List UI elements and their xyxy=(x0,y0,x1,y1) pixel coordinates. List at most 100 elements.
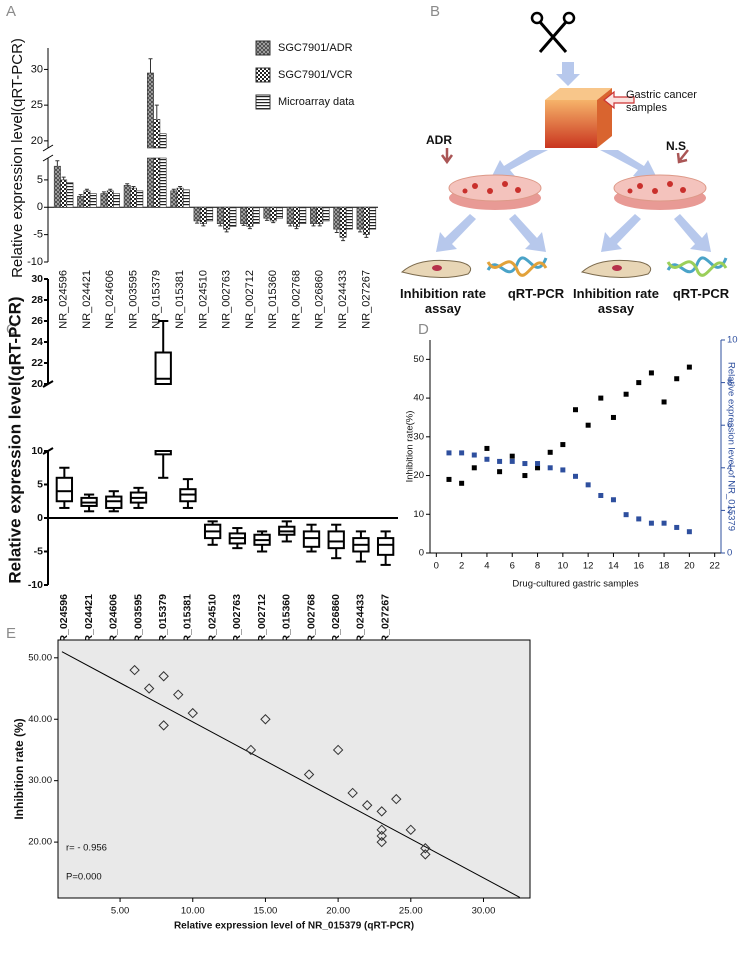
bar xyxy=(369,206,377,230)
y2-axis-label: Relative expression level of NR_015379 xyxy=(725,362,736,531)
y-axis-label: Inhibition rate (%) xyxy=(12,718,26,819)
point xyxy=(560,442,566,448)
bar xyxy=(246,206,254,227)
y-tick-label: 25 xyxy=(31,99,43,111)
point xyxy=(573,473,578,479)
point xyxy=(459,480,465,486)
point xyxy=(332,744,344,756)
scissors xyxy=(538,21,568,53)
annotation: r= - 0.956 xyxy=(66,843,107,854)
x-tick-label: NR_015360 xyxy=(281,594,293,650)
x-tick-label: NR_003595 xyxy=(132,594,144,650)
y-tick-label: 40.00 xyxy=(28,714,52,725)
assay-label: Inhibition rate assay xyxy=(573,286,659,316)
point xyxy=(446,476,452,482)
y-tick-label: 50.00 xyxy=(28,652,52,663)
point xyxy=(497,469,503,475)
bar xyxy=(276,206,283,219)
bar xyxy=(153,119,161,149)
x-axis-label: Drug-cultured gastric samples xyxy=(512,579,638,590)
error-bar xyxy=(358,229,363,233)
bar xyxy=(193,206,201,222)
box xyxy=(105,495,123,509)
cube-front xyxy=(545,100,597,148)
x-tick-label: NR_015381 xyxy=(174,270,186,329)
y-tick-label: 5 xyxy=(37,174,43,186)
y-tick-label: 20.00 xyxy=(28,837,52,848)
x-tick-label: 14 xyxy=(608,561,619,572)
sample-label: Gastric cancer samples xyxy=(626,89,697,114)
bar xyxy=(182,189,190,208)
bar xyxy=(60,179,68,208)
x-tick-label: 15.00 xyxy=(254,906,278,917)
point xyxy=(636,516,642,522)
bar xyxy=(229,206,237,227)
point xyxy=(143,683,155,694)
bar xyxy=(333,206,341,230)
x-tick-label: NR_024421 xyxy=(81,270,93,329)
y-tick-label: -10 xyxy=(28,579,43,591)
bar xyxy=(316,206,324,224)
error-bar xyxy=(341,237,346,242)
bar xyxy=(310,206,317,224)
x-tick-label: 0 xyxy=(434,561,439,572)
point xyxy=(129,664,140,676)
point xyxy=(623,512,629,518)
diagram xyxy=(400,11,728,279)
bar xyxy=(100,193,108,208)
y2-tick-label: 8 xyxy=(727,377,732,388)
x-tick-label: NR_024510 xyxy=(206,594,218,650)
assay-label: Inhibition rate assay xyxy=(400,286,486,316)
x-tick-label: NR_024421 xyxy=(83,594,95,650)
point xyxy=(648,520,654,526)
bar xyxy=(322,206,330,222)
point xyxy=(376,806,387,817)
x-tick-label: 8 xyxy=(535,561,540,572)
y-tick-label: -10 xyxy=(27,256,43,268)
x-tick-label: NR_015379 xyxy=(157,594,169,650)
legend-swatch xyxy=(255,40,271,56)
error-bar xyxy=(271,220,276,224)
point xyxy=(636,380,642,386)
nucleus xyxy=(432,265,442,271)
error-bar xyxy=(55,160,60,167)
x-tick-label: NR_026860 xyxy=(330,594,342,650)
bar xyxy=(53,165,61,208)
arrows xyxy=(436,214,711,252)
error-bar xyxy=(317,223,322,227)
y-tick-label: -5 xyxy=(33,229,43,241)
bar xyxy=(339,206,347,238)
point xyxy=(497,458,503,464)
y-tick-label: 26 xyxy=(31,315,43,327)
x-tick-label: 16 xyxy=(633,561,644,572)
error-bar xyxy=(195,220,200,224)
y-tick-label: 0 xyxy=(37,512,43,524)
point xyxy=(674,376,680,382)
y-tick-label: 10 xyxy=(413,509,424,520)
x-tick-label: NR_024510 xyxy=(197,270,209,329)
axis-break xyxy=(42,144,54,152)
point xyxy=(648,370,654,376)
arrow xyxy=(490,150,548,180)
point xyxy=(585,422,591,428)
point xyxy=(535,465,541,471)
error-bar xyxy=(264,218,269,221)
point xyxy=(522,473,528,479)
bar xyxy=(299,206,307,224)
y-tick-label: 30 xyxy=(31,273,43,285)
scissors-handle xyxy=(530,11,544,25)
point xyxy=(484,456,490,462)
fit-line xyxy=(61,651,521,898)
bar xyxy=(362,206,370,235)
y-axis-label: Inhibition rate(%) xyxy=(405,411,416,483)
bar xyxy=(216,206,224,224)
error-bar xyxy=(131,185,136,189)
point xyxy=(674,524,680,530)
y-tick-label: 30.00 xyxy=(28,775,52,786)
bar xyxy=(147,72,154,149)
error-bar xyxy=(288,223,293,227)
bar xyxy=(345,206,353,230)
bar xyxy=(136,190,144,208)
x-tick-label: NR_015360 xyxy=(267,270,279,329)
bar xyxy=(293,206,300,227)
